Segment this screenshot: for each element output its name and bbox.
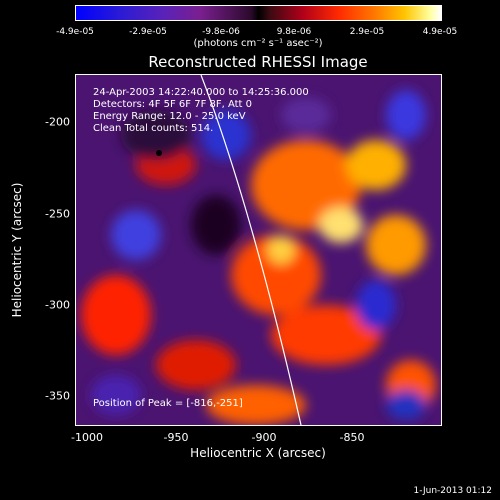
colorbar-tick-3: -9.8e-06 bbox=[202, 27, 240, 37]
date-stamp: 1-Jun-2013 01:12 bbox=[413, 486, 493, 496]
x-tick-1: -1000 bbox=[71, 431, 103, 444]
info-clean: Clean Total counts: 514. bbox=[93, 123, 214, 134]
x-tick-4: -850 bbox=[339, 431, 365, 444]
x-axis-label: Heliocentric X (arcsec) bbox=[190, 446, 326, 460]
y-tick-2: -250 bbox=[45, 207, 70, 221]
y-tick-1: -200 bbox=[45, 115, 70, 129]
colorbar-tick-6: 4.9e-05 bbox=[422, 27, 458, 37]
info-detectors: Detectors: 4F 5F 6F 7F 8F, Att 0 bbox=[93, 99, 253, 110]
solar-limb-line bbox=[200, 75, 302, 425]
x-tick-2: -950 bbox=[163, 431, 189, 444]
peak-position-label: Position of Peak = [-816,-251] bbox=[93, 398, 243, 409]
image-canvas bbox=[76, 75, 441, 425]
intensity-blobs bbox=[81, 90, 436, 425]
colorbar-tick-4: 9.8e-06 bbox=[276, 27, 312, 37]
colorbar-tick-1: -4.9e-05 bbox=[56, 27, 94, 37]
info-energy: Energy Range: 12.0 - 25.0 keV bbox=[93, 111, 246, 122]
colorbar-units: (photons cm⁻² s⁻¹ asec⁻²) bbox=[193, 38, 323, 49]
y-tick-3: -300 bbox=[45, 298, 70, 312]
peak-marker-icon bbox=[156, 150, 162, 156]
x-tick-3: -900 bbox=[251, 431, 277, 444]
colorbar bbox=[75, 5, 442, 21]
colorbar-tick-5: 2.9e-05 bbox=[349, 27, 385, 37]
colorbar-tick-2: -2.9e-05 bbox=[129, 27, 167, 37]
y-tick-4: -350 bbox=[45, 389, 70, 403]
reconstructed-image bbox=[75, 74, 442, 426]
y-axis-label: Heliocentric Y (arcsec) bbox=[10, 182, 24, 318]
info-time-range: 24-Apr-2003 14:22:40.000 to 14:25:36.000 bbox=[93, 87, 309, 98]
image-title: Reconstructed RHESSI Image bbox=[148, 53, 368, 71]
